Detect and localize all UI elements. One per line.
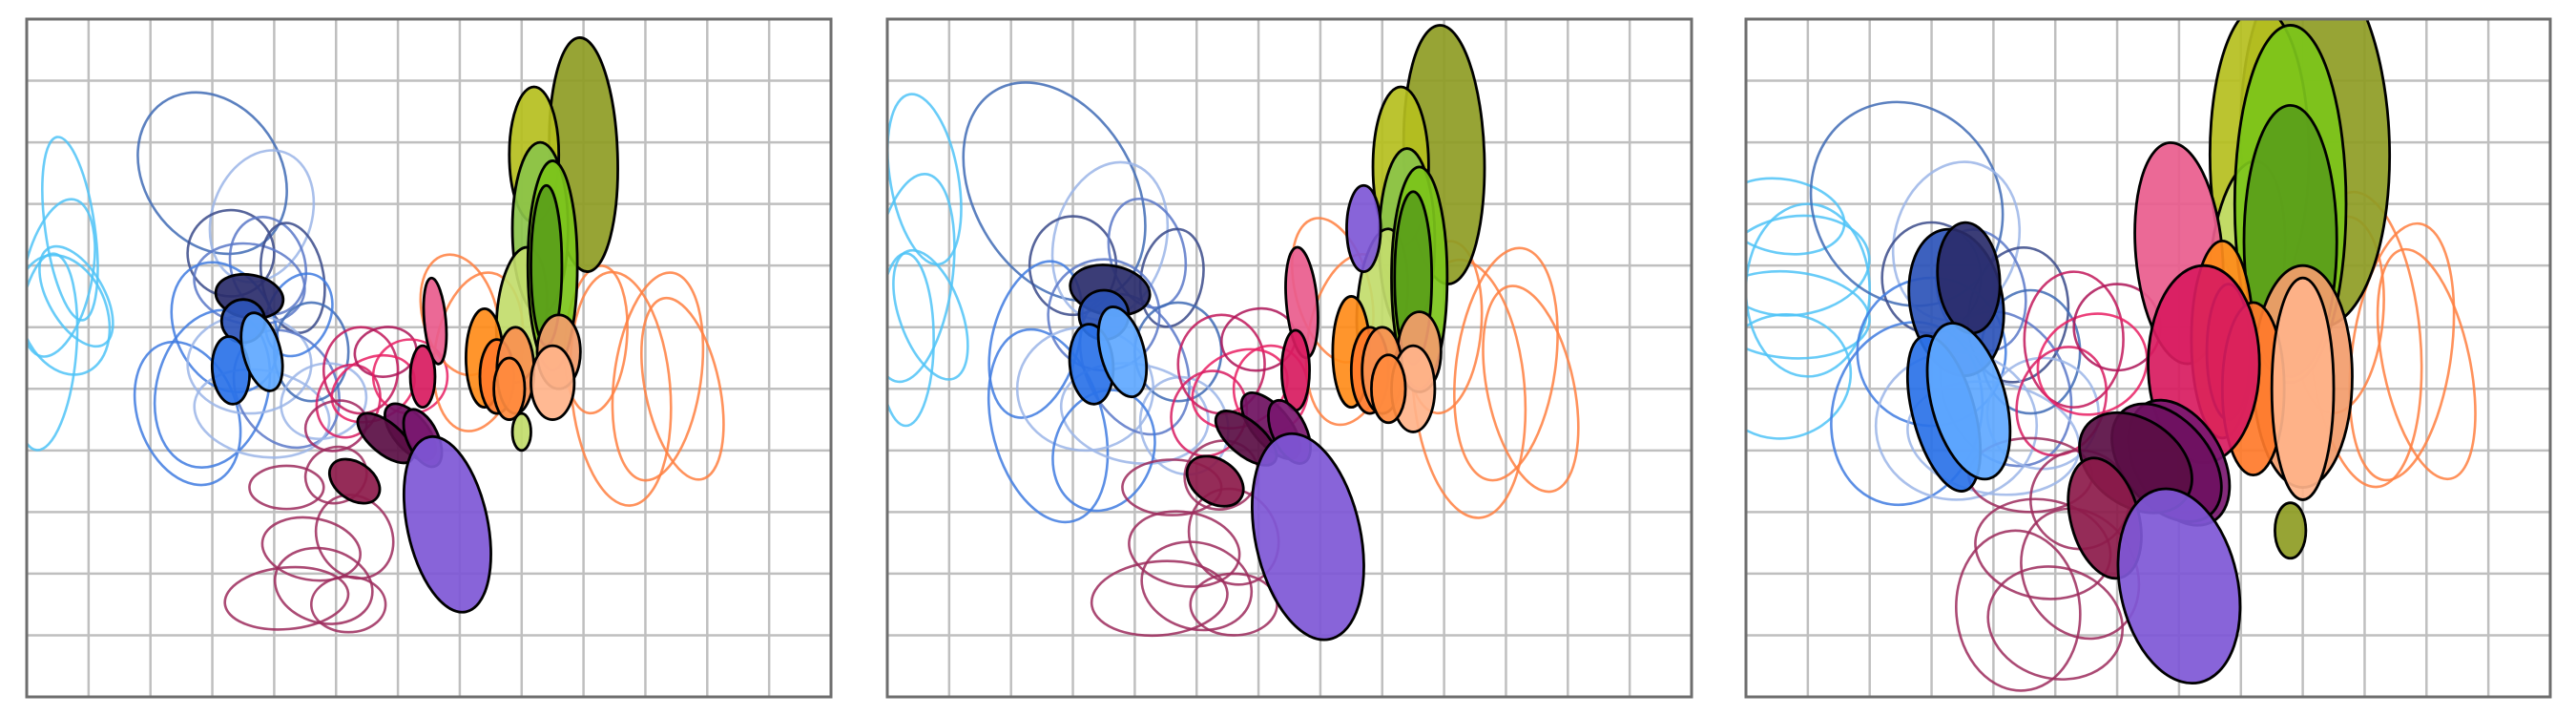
- outline-ellipse-23: [315, 363, 382, 439]
- outline-ellipse-4: [1746, 313, 1853, 440]
- filled-ellipse-24: [239, 311, 284, 392]
- plot-frame: [885, 17, 1693, 699]
- filled-ellipse-19: [328, 457, 382, 505]
- plot-frame: [25, 17, 833, 699]
- outline-ellipse-27: [1986, 565, 2125, 681]
- outline-ellipse-6: [136, 91, 288, 256]
- outline-ellipse-2: [887, 172, 956, 384]
- filled-ellipse-20: [1251, 432, 1365, 642]
- chart-panel-3: [1744, 17, 2552, 699]
- filled-ellipse-7: [1345, 183, 1382, 274]
- outline-ellipse-38: [640, 296, 725, 481]
- chart-panel-2: [885, 17, 1693, 699]
- outline-ellipse-1: [1746, 177, 1846, 256]
- ellipse-marks: [27, 36, 725, 634]
- outline-ellipse-5: [1746, 202, 1871, 378]
- outline-ellipse-1: [887, 93, 963, 266]
- filled-ellipse-17: [2116, 487, 2242, 685]
- filled-ellipse-20: [402, 434, 492, 614]
- outline-ellipse-1: [41, 136, 99, 322]
- outline-ellipse-37: [611, 271, 705, 482]
- outline-ellipse-30: [2376, 247, 2477, 481]
- outline-ellipse-5: [38, 244, 114, 348]
- filled-ellipse-7: [510, 411, 532, 453]
- outline-ellipse-2: [27, 198, 96, 358]
- outline-ellipse-3: [1746, 269, 1871, 360]
- ellipse-marks: [887, 24, 1580, 642]
- outline-ellipse-24: [353, 326, 418, 378]
- filled-ellipse-19: [1185, 454, 1245, 508]
- outline-ellipse-31: [223, 565, 350, 631]
- outline-ellipse-12: [987, 327, 1110, 524]
- outline-ellipse-35: [1482, 284, 1580, 494]
- filled-ellipse-14: [530, 344, 576, 421]
- outline-ellipse-2: [1746, 214, 1871, 317]
- outline-ellipse-19: [2036, 312, 2149, 416]
- outline-ellipse-29: [1140, 540, 1254, 632]
- outline-ellipse-18: [2023, 270, 2125, 409]
- plot-frame: [1744, 17, 2552, 699]
- filled-ellipse-15: [1370, 353, 1407, 425]
- outline-ellipse-28: [1090, 559, 1229, 638]
- outline-ellipse-29: [2348, 221, 2456, 482]
- outline-ellipse-27: [248, 464, 325, 511]
- filled-ellipse-22: [2274, 501, 2308, 560]
- outline-ellipse-4: [887, 251, 935, 428]
- outline-ellipse-33: [309, 575, 387, 634]
- filled-ellipse-24: [1096, 305, 1149, 399]
- filled-ellipse-9: [1279, 328, 1311, 412]
- outline-ellipse-26: [1128, 510, 1241, 588]
- outline-ellipse-30: [314, 494, 395, 580]
- outline-ellipse-26: [1955, 529, 2082, 692]
- outline-ellipse-3: [892, 248, 969, 381]
- filled-ellipse-11: [2270, 276, 2336, 501]
- outline-ellipse-21: [322, 326, 400, 415]
- chart-panel-1: [25, 17, 833, 699]
- filled-ellipse-21: [1925, 322, 2012, 481]
- ellipse-marks: [1746, 19, 2477, 692]
- filled-ellipse-8: [422, 276, 448, 366]
- outline-ellipse-32: [273, 546, 374, 625]
- outline-ellipse-4: [27, 252, 79, 452]
- filled-ellipse-9: [408, 344, 437, 410]
- filled-ellipse-15: [492, 356, 527, 421]
- outline-ellipse-34: [1453, 246, 1559, 482]
